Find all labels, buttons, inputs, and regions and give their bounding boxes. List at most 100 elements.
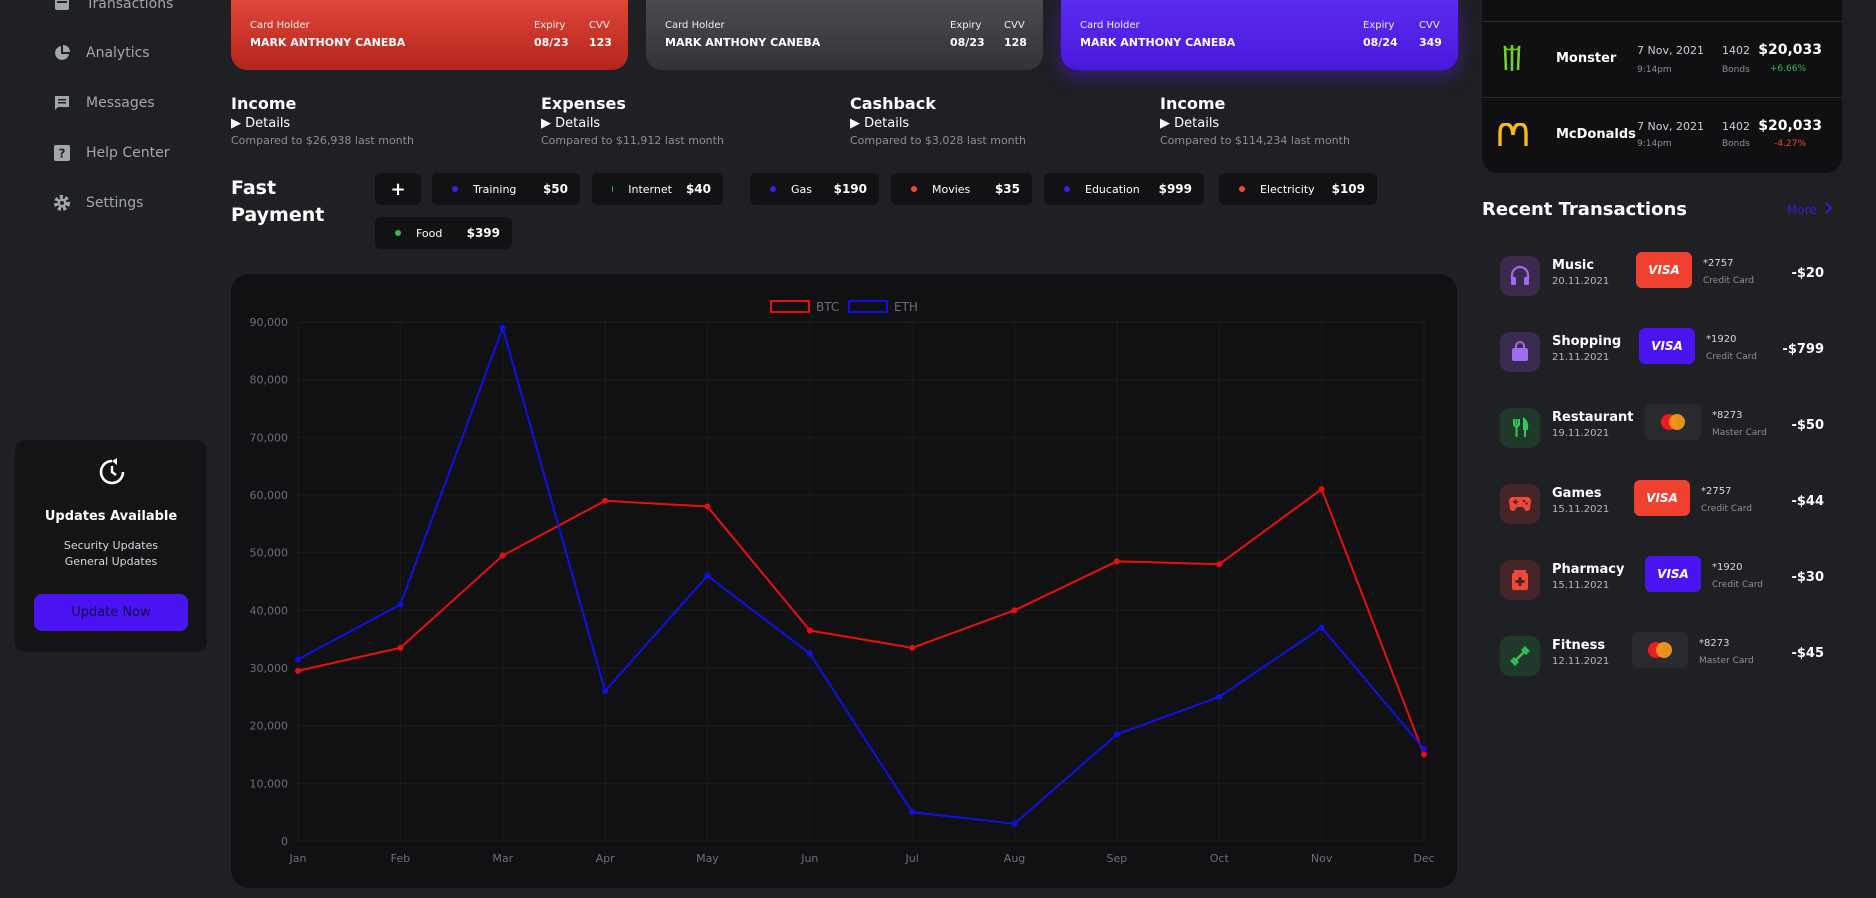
stock-change: -4.27% <box>1774 139 1806 149</box>
stock-change: +6.66% <box>1769 64 1806 74</box>
payment-chip-name: Gas <box>791 182 812 196</box>
pharmacy-icon <box>1500 560 1540 600</box>
credit-card-purple[interactable]: Card Holder MARK ANTHONY CANEBA Expiry 0… <box>1061 0 1458 70</box>
stock-time: 9:14pm <box>1637 65 1672 75</box>
more-link[interactable]: More <box>1787 202 1833 217</box>
headphones-icon <box>1500 256 1540 296</box>
stat-title: Cashback <box>850 94 936 113</box>
data-point-btc <box>806 627 813 634</box>
transaction-amount: -$45 <box>1791 646 1824 661</box>
visa-card-icon: VISA <box>1636 252 1692 288</box>
data-point-btc <box>1216 561 1223 568</box>
stock-name: McDonalds <box>1556 127 1636 142</box>
payment-chip-amount: $50 <box>542 182 568 196</box>
stat-details-link[interactable]: ▶ Details <box>541 116 601 131</box>
data-point-eth <box>499 324 506 331</box>
card-type: Credit Card <box>1712 580 1763 590</box>
stat-compare: Compared to $3,028 last month <box>850 134 1026 147</box>
payment-chip-name: Internet <box>628 182 672 196</box>
fast-payment-title: Fast Payment <box>231 175 324 229</box>
mastercard-icon <box>1645 404 1701 440</box>
updates-card: Updates Available Security Updates Gener… <box>15 440 207 652</box>
legend-swatch-eth <box>848 300 888 313</box>
data-point-eth <box>704 572 711 579</box>
transaction-row[interactable]: Restaurant 19.11.2021 *8273 Master Card … <box>1500 402 1830 458</box>
data-point-btc <box>602 497 609 504</box>
card-number: *2757 <box>1701 486 1732 497</box>
transaction-row[interactable]: Games 15.11.2021 VISA *2757 Credit Card … <box>1500 478 1830 534</box>
credit-card-red[interactable]: Card Holder MARK ANTHONY CANEBA Expiry 0… <box>231 0 628 70</box>
card-holder-label: Card Holder <box>1080 20 1140 31</box>
sidebar-item-help-center[interactable]: ? Help Center <box>52 141 170 165</box>
data-point-eth <box>295 656 301 663</box>
data-point-btc <box>295 667 301 674</box>
transaction-row[interactable]: Shopping 21.11.2021 VISA *1920 Credit Ca… <box>1500 326 1830 382</box>
payment-chip-education[interactable]: Education $999 <box>1044 173 1204 205</box>
card-type: Master Card <box>1699 656 1754 666</box>
credit-card-gray[interactable]: Card Holder MARK ANTHONY CANEBA Expiry 0… <box>646 0 1043 70</box>
transaction-name: Music <box>1552 258 1595 273</box>
chart-svg: 0 10,000 20,000 30,000 40,000 50,000 60,000 70,… <box>250 300 1435 865</box>
card-cvv: 128 <box>1004 36 1027 49</box>
transaction-amount: -$50 <box>1791 418 1824 433</box>
transaction-row[interactable]: Pharmacy 15.11.2021 VISA *1920 Credit Ca… <box>1500 554 1830 610</box>
legend-label-eth: ETH <box>894 300 918 314</box>
payment-chip-name: Education <box>1085 182 1140 196</box>
payment-chip-food[interactable]: Food $399 <box>375 217 512 249</box>
payment-chip-gas[interactable]: Gas $190 <box>750 173 879 205</box>
list-item[interactable]: McDonalds 7 Nov, 2021 9:14pm 1402 Bonds … <box>1482 98 1842 174</box>
sidebar-item-label: Messages <box>86 95 155 111</box>
card-holder-label: Card Holder <box>250 20 310 31</box>
sidebar-item-messages[interactable]: Messages <box>52 91 155 115</box>
transaction-name: Pharmacy <box>1552 562 1625 577</box>
update-now-button[interactable]: Update Now <box>34 594 188 631</box>
stat-income: Income ▶ Details Compared to $26,938 las… <box>231 94 414 147</box>
data-point-btc <box>1011 607 1018 614</box>
sidebar-item-settings[interactable]: Settings <box>52 191 143 215</box>
card-type: Credit Card <box>1706 352 1757 362</box>
data-point-btc <box>1318 486 1325 493</box>
transaction-amount: -$20 <box>1791 266 1824 281</box>
sidebar-item-transactions[interactable]: Transactions <box>52 0 173 16</box>
stat-details-link[interactable]: ▶ Details <box>850 116 910 131</box>
y-tick-label: 0 <box>281 835 288 848</box>
transaction-date: 15.11.2021 <box>1552 504 1610 515</box>
stat-title: Expenses <box>541 94 626 113</box>
transaction-name: Shopping <box>1552 334 1622 349</box>
payment-chip-name: Training <box>473 182 517 196</box>
add-payment-button[interactable]: + <box>375 173 421 205</box>
transaction-date: 15.11.2021 <box>1552 580 1610 591</box>
divider <box>1482 97 1842 98</box>
card-expiry-label: Expiry <box>534 20 566 31</box>
y-tick-label: 70,000 <box>250 431 289 444</box>
card-expiry: 08/24 <box>1363 36 1398 49</box>
stat-details-link[interactable]: ▶ Details <box>1160 116 1220 131</box>
card-expiry: 08/23 <box>950 36 985 49</box>
payment-chip-amount: $999 <box>1158 182 1192 196</box>
visa-card-icon: VISA <box>1639 328 1695 364</box>
pie-chart-icon <box>52 43 72 63</box>
x-tick-label: Jan <box>289 852 307 865</box>
restaurant-icon <box>1500 408 1540 448</box>
payment-chip-electricity[interactable]: Electricity $109 <box>1219 173 1377 205</box>
dot <box>1064 186 1070 192</box>
sidebar-item-analytics[interactable]: Analytics <box>52 41 150 65</box>
x-tick-label: Dec <box>1413 852 1434 865</box>
stock-amount: $20,033 <box>1758 42 1822 58</box>
card-cvv-label: CVV <box>1419 20 1440 31</box>
card-number: *1920 <box>1712 562 1743 573</box>
card-holder-name: MARK ANTHONY CANEBA <box>665 36 821 49</box>
list-item[interactable]: Monster 7 Nov, 2021 9:14pm 1402 Bonds $2… <box>1482 22 1842 98</box>
transaction-row[interactable]: Music 20.11.2021 VISA *2757 Credit Card … <box>1500 250 1830 306</box>
transaction-amount: -$44 <box>1791 494 1824 509</box>
y-tick-label: 10,000 <box>250 777 289 790</box>
y-tick-label: 80,000 <box>250 374 289 387</box>
stat-details-link[interactable]: ▶ Details <box>231 116 291 131</box>
x-tick-label: Mar <box>492 852 513 865</box>
payment-chip-movies[interactable]: Movies $35 <box>891 173 1032 205</box>
card-number: *8273 <box>1712 410 1743 421</box>
payment-chip-training[interactable]: Training $50 <box>432 173 580 205</box>
payment-chip-internet[interactable]: Internet $40 <box>592 173 723 205</box>
gamepad-icon <box>1500 484 1540 524</box>
transaction-row[interactable]: Fitness 12.11.2021 *8273 Master Card -$4… <box>1500 630 1830 686</box>
